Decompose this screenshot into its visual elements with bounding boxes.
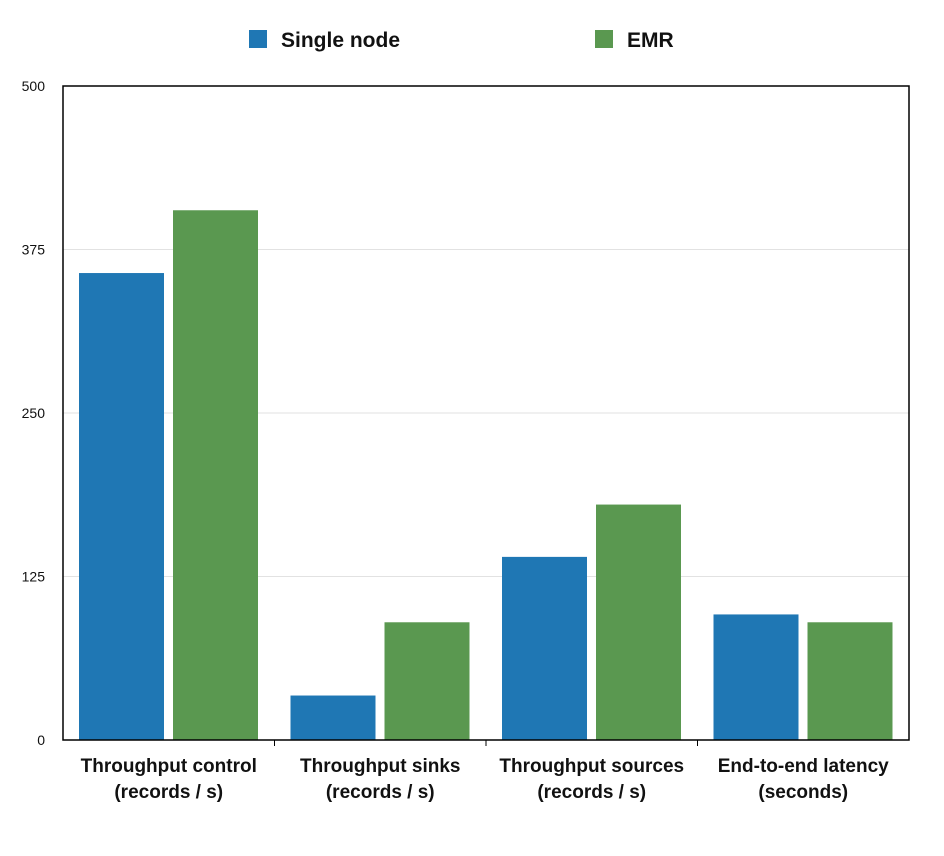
bar-single-node	[290, 695, 376, 740]
x-category-label: Throughput sources (records / s)	[499, 756, 684, 803]
bar-emr	[807, 622, 893, 740]
x-category-label: Throughput control (records / s)	[81, 756, 257, 803]
y-tick-label: 125	[22, 569, 46, 585]
bar-emr	[173, 210, 258, 740]
y-tick-label: 0	[37, 732, 45, 748]
bar-emr	[384, 622, 470, 740]
y-tick-label: 500	[22, 78, 46, 94]
x-axis: Throughput control (records / s) Throughpu…	[81, 740, 889, 803]
x-category-label: Throughput sinks (records / s)	[300, 756, 460, 803]
y-tick-label: 375	[22, 242, 46, 258]
legend-label: EMR	[627, 29, 674, 52]
legend-label: Single node	[281, 29, 400, 52]
bar-single-node	[79, 273, 164, 740]
bar-single-node	[713, 614, 799, 740]
y-axis: 0 125 250 375 500	[22, 78, 46, 748]
legend-swatch	[595, 30, 613, 48]
legend-swatch	[249, 30, 267, 48]
y-tick-label: 250	[22, 405, 46, 421]
bar-emr	[596, 504, 681, 740]
bar-single-node	[502, 556, 587, 740]
chart-bars	[79, 210, 893, 740]
x-category-label: End-to-end latency (seconds)	[718, 756, 889, 803]
chart-legend: Single node EMR	[249, 29, 674, 52]
